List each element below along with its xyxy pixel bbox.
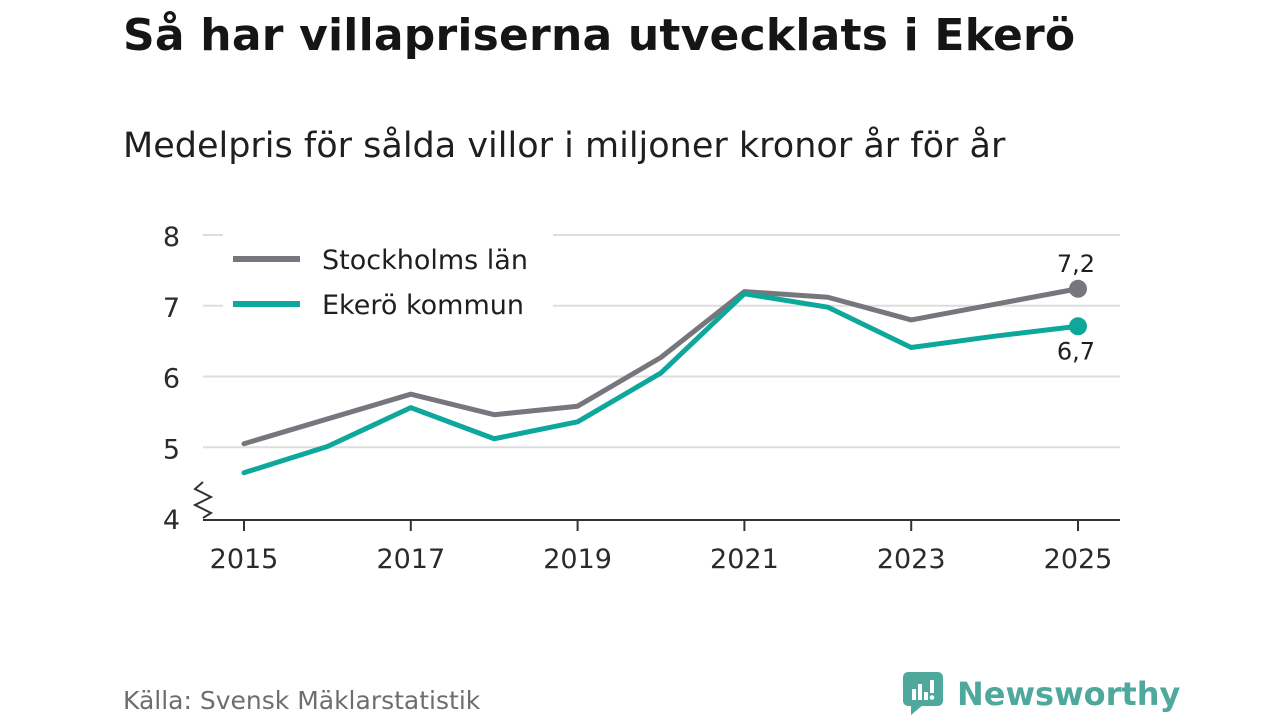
x-tick-label: 2025 <box>1044 544 1113 575</box>
x-tick-label: 2019 <box>543 544 612 575</box>
series-line-stockholm <box>241 286 1081 447</box>
series-line-ekero <box>241 291 1081 476</box>
y-tick-label: 8 <box>163 222 180 253</box>
zigzag-break-icon <box>192 481 214 519</box>
end-value-label: 6,7 <box>1057 337 1095 365</box>
newsworthy-logo[interactable]: Newsworthy <box>903 672 1180 716</box>
chart-title: Så har villapriserna utvecklats i Ekerö <box>123 10 1076 61</box>
end-point-marker <box>1069 317 1087 336</box>
legend-label[interactable]: Stockholms län <box>322 245 528 276</box>
x-tick-label: 2023 <box>877 544 946 575</box>
end-point-marker <box>1069 279 1087 298</box>
y-tick-label: 7 <box>163 293 180 324</box>
newsworthy-logo-icon <box>903 672 943 715</box>
x-tick-label: 2017 <box>376 544 445 575</box>
chart-subtitle: Medelpris för sålda villor i miljoner kr… <box>123 126 1006 166</box>
end-value-label: 7,2 <box>1057 250 1095 278</box>
source-note: Källa: Svensk Mäklarstatistik <box>123 686 481 715</box>
legend-label[interactable]: Ekerö kommun <box>322 290 524 321</box>
x-tick-label: 2015 <box>210 544 279 575</box>
x-tick-label: 2021 <box>710 544 779 575</box>
brand-name: Newsworthy <box>957 675 1181 713</box>
y-tick-label: 5 <box>163 434 180 465</box>
y-tick-label: 4 <box>163 505 180 536</box>
y-tick-label: 6 <box>163 364 180 395</box>
